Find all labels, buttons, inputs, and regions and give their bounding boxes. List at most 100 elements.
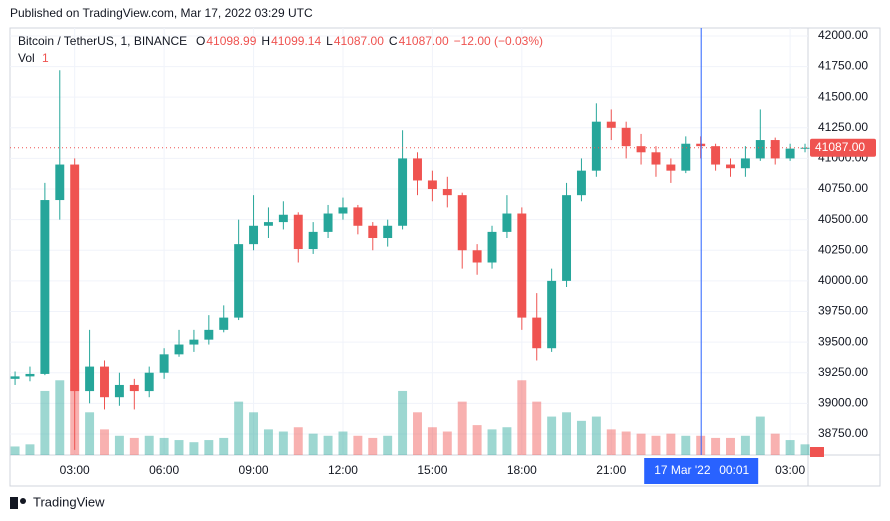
candle-body [159, 354, 169, 373]
volume-bar [25, 444, 35, 455]
volume-bar [457, 401, 467, 455]
x-tick-label: 03:00 [775, 463, 805, 477]
candle-body [234, 244, 244, 318]
volume-bar [562, 412, 572, 455]
volume-bar [308, 433, 318, 455]
candle-body [85, 366, 95, 392]
candle-body [457, 195, 467, 251]
crosshair-date: 17 Mar '22 [654, 463, 711, 477]
volume-bar [323, 435, 333, 455]
candle-body [502, 213, 512, 232]
volume-bar [368, 437, 378, 455]
volume-bar [249, 412, 259, 455]
candle-body [144, 372, 154, 392]
candle-body [219, 317, 229, 330]
volume-bar [636, 433, 646, 455]
volume-bar [681, 435, 691, 455]
candle-body [323, 213, 333, 232]
volume-bar [398, 390, 408, 455]
volume-axis-box [810, 447, 824, 457]
candle-body [368, 225, 378, 239]
volume-bar [427, 427, 437, 455]
volume-bar [621, 431, 631, 455]
candle-body [621, 127, 631, 147]
candle-body [562, 195, 572, 281]
y-tick-label: 41750.00 [818, 59, 868, 73]
candle-body [70, 164, 80, 392]
candle-body [666, 164, 676, 171]
y-tick-label: 39250.00 [818, 365, 868, 379]
candle-body [10, 376, 20, 379]
volume-bar [726, 437, 735, 455]
candle-body [204, 329, 214, 340]
volume-bar [234, 401, 244, 455]
legend-change: −12.00 (−0.03%) [454, 34, 543, 48]
volume-bar [219, 437, 229, 455]
volume-bar [55, 380, 65, 455]
volume-bar [591, 416, 601, 455]
volume-bar [502, 427, 512, 455]
volume-bar [517, 380, 527, 455]
crosshair-box [644, 458, 759, 484]
candle-body [800, 147, 810, 149]
volume-bar [547, 416, 557, 455]
crosshair-time: 00:01 [719, 463, 749, 477]
volume-bar [338, 431, 348, 455]
frame [9, 27, 881, 487]
legend-value: 41098.99 [206, 34, 256, 48]
candle-body [532, 317, 542, 349]
volume-bar [666, 433, 676, 455]
volume-bar [40, 390, 50, 455]
volume-bar [278, 431, 288, 455]
footer: TradingView [33, 494, 105, 509]
candle-body [770, 140, 780, 159]
volume-bar [100, 429, 109, 455]
candle-body [55, 164, 65, 201]
volume-bar [755, 416, 765, 455]
candle-body [40, 200, 50, 374]
volume-bar [383, 435, 393, 455]
candle-body [487, 231, 497, 263]
volume-bar [10, 446, 20, 455]
volume-bar [785, 440, 795, 455]
candle-body [398, 158, 408, 226]
volume-bar [651, 435, 661, 455]
y-tick-label: 41500.00 [818, 89, 868, 103]
candle-body [114, 384, 124, 398]
candle-body [606, 121, 616, 128]
y-tick-label: 38750.00 [818, 426, 868, 440]
volume-bar [740, 435, 750, 455]
candle-body [189, 339, 199, 345]
candle-body [383, 225, 393, 239]
candle-body [681, 143, 691, 171]
volume-bar [413, 412, 422, 455]
y-tick-label: 40250.00 [818, 242, 868, 256]
volume-bar [442, 431, 452, 455]
volume-bar [144, 435, 154, 455]
volume-bar [159, 437, 169, 455]
volume-bar [263, 429, 273, 455]
candle-body [651, 152, 661, 165]
candle-body [427, 180, 437, 190]
volume-bar [114, 435, 124, 455]
volume-bar [85, 412, 95, 455]
legend-key: C [389, 34, 398, 48]
volume-bar [353, 435, 363, 455]
candle-body [249, 225, 259, 245]
candle-body [263, 222, 273, 226]
x-tick-label: 12:00 [328, 463, 358, 477]
candle-body [711, 146, 721, 165]
volume-bar [487, 429, 497, 455]
candle-body [100, 366, 109, 398]
y-tick-label: 40750.00 [818, 181, 868, 195]
candle-body [293, 214, 303, 250]
volume-bar [174, 440, 184, 455]
candle-body [338, 207, 348, 214]
candle-body [25, 373, 35, 377]
candle-body [726, 164, 735, 169]
volume-bar [189, 442, 199, 455]
candle-body [442, 189, 452, 196]
x-tick-label: 18:00 [507, 463, 537, 477]
